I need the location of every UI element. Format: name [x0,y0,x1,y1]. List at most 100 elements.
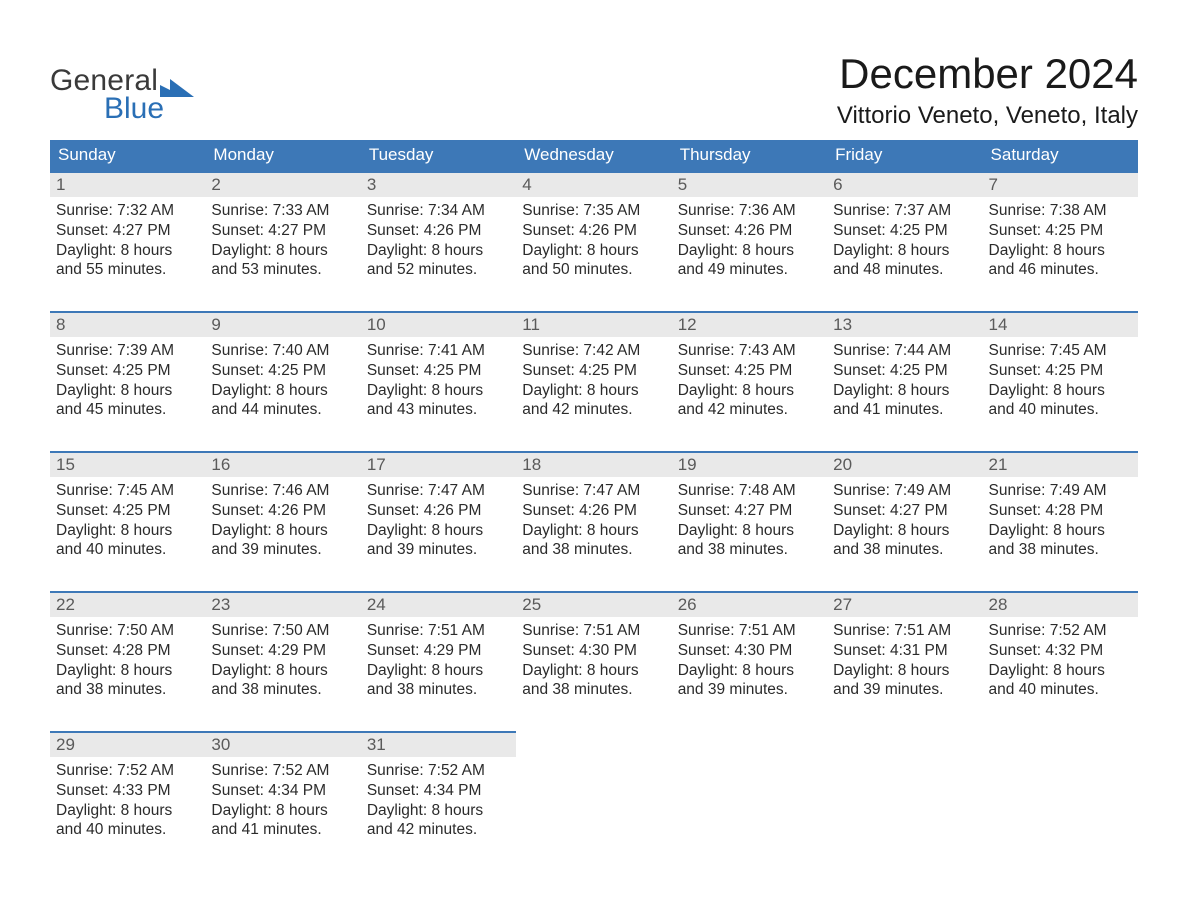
day-number: 23 [205,593,360,617]
day-number: 16 [205,453,360,477]
day-details: Sunrise: 7:45 AMSunset: 4:25 PMDaylight:… [983,337,1138,424]
day-sunrise: Sunrise: 7:32 AM [56,201,199,221]
day-sunset: Sunset: 4:25 PM [678,361,821,381]
day-sunrise: Sunrise: 7:38 AM [989,201,1132,221]
day-sunrise: Sunrise: 7:43 AM [678,341,821,361]
day-sunrise: Sunrise: 7:39 AM [56,341,199,361]
calendar-week-row: 29Sunrise: 7:52 AMSunset: 4:33 PMDayligh… [50,731,1138,871]
calendar-header-row: SundayMondayTuesdayWednesdayThursdayFrid… [50,140,1138,171]
day-header: Sunday [50,140,205,171]
day-d2: and 39 minutes. [211,540,354,560]
day-d1: Daylight: 8 hours [833,661,976,681]
day-d1: Daylight: 8 hours [367,381,510,401]
day-sunrise: Sunrise: 7:35 AM [522,201,665,221]
day-details: Sunrise: 7:33 AMSunset: 4:27 PMDaylight:… [205,197,360,284]
day-header: Monday [205,140,360,171]
day-sunrise: Sunrise: 7:50 AM [211,621,354,641]
day-number: 17 [361,453,516,477]
day-d1: Daylight: 8 hours [989,381,1132,401]
day-d1: Daylight: 8 hours [522,661,665,681]
day-sunrise: Sunrise: 7:40 AM [211,341,354,361]
day-sunrise: Sunrise: 7:44 AM [833,341,976,361]
day-sunset: Sunset: 4:27 PM [211,221,354,241]
day-sunset: Sunset: 4:27 PM [56,221,199,241]
calendar-day-cell [672,731,827,871]
day-number: 25 [516,593,671,617]
calendar-week-row: 15Sunrise: 7:45 AMSunset: 4:25 PMDayligh… [50,451,1138,591]
day-sunset: Sunset: 4:33 PM [56,781,199,801]
day-number: 24 [361,593,516,617]
day-sunset: Sunset: 4:25 PM [833,361,976,381]
calendar-day-cell: 25Sunrise: 7:51 AMSunset: 4:30 PMDayligh… [516,591,671,731]
day-cell-inner: 29Sunrise: 7:52 AMSunset: 4:33 PMDayligh… [50,731,205,844]
day-sunrise: Sunrise: 7:33 AM [211,201,354,221]
day-sunrise: Sunrise: 7:37 AM [833,201,976,221]
day-cell-inner: 1Sunrise: 7:32 AMSunset: 4:27 PMDaylight… [50,171,205,284]
day-details: Sunrise: 7:39 AMSunset: 4:25 PMDaylight:… [50,337,205,424]
day-number: 12 [672,313,827,337]
day-cell-inner: 4Sunrise: 7:35 AMSunset: 4:26 PMDaylight… [516,171,671,284]
day-sunrise: Sunrise: 7:52 AM [56,761,199,781]
day-d1: Daylight: 8 hours [989,241,1132,261]
day-d1: Daylight: 8 hours [833,381,976,401]
day-cell-inner: 31Sunrise: 7:52 AMSunset: 4:34 PMDayligh… [361,731,516,844]
day-d2: and 39 minutes. [833,680,976,700]
day-d1: Daylight: 8 hours [522,521,665,541]
day-details: Sunrise: 7:50 AMSunset: 4:29 PMDaylight:… [205,617,360,704]
day-d1: Daylight: 8 hours [989,521,1132,541]
day-details: Sunrise: 7:42 AMSunset: 4:25 PMDaylight:… [516,337,671,424]
calendar-day-cell: 24Sunrise: 7:51 AMSunset: 4:29 PMDayligh… [361,591,516,731]
calendar-day-cell: 6Sunrise: 7:37 AMSunset: 4:25 PMDaylight… [827,171,982,311]
day-cell-inner: 12 Sunrise: 7:43 AMSunset: 4:25 PMDayligh… [672,311,827,424]
day-details: Sunrise: 7:45 AMSunset: 4:25 PMDaylight:… [50,477,205,564]
calendar-day-cell: 17Sunrise: 7:47 AMSunset: 4:26 PMDayligh… [361,451,516,591]
day-d1: Daylight: 8 hours [989,661,1132,681]
day-cell-inner: 30Sunrise: 7:52 AMSunset: 4:34 PMDayligh… [205,731,360,844]
page-title: December 2024 [837,50,1138,98]
day-sunset: Sunset: 4:25 PM [56,501,199,521]
day-d2: and 55 minutes. [56,260,199,280]
day-sunrise: Sunrise: 7:45 AM [56,481,199,501]
day-d2: and 41 minutes. [211,820,354,840]
day-sunrise: Sunrise: 7:49 AM [833,481,976,501]
day-number: 19 [672,453,827,477]
day-cell-inner: 15Sunrise: 7:45 AMSunset: 4:25 PMDayligh… [50,451,205,564]
day-details: Sunrise: 7:51 AMSunset: 4:31 PMDaylight:… [827,617,982,704]
day-sunrise: Sunrise: 7:36 AM [678,201,821,221]
day-number: 31 [361,733,516,757]
day-d2: and 38 minutes. [522,540,665,560]
logo: General Blue [50,64,194,126]
day-sunrise: Sunrise: 7:51 AM [367,621,510,641]
day-header: Wednesday [516,140,671,171]
day-cell-inner: 26Sunrise: 7:51 AMSunset: 4:30 PMDayligh… [672,591,827,704]
day-number: 1 [50,173,205,197]
day-details: Sunrise: 7:48 AMSunset: 4:27 PMDaylight:… [672,477,827,564]
day-sunrise: Sunrise: 7:52 AM [367,761,510,781]
day-d1: Daylight: 8 hours [678,381,821,401]
day-d1: Daylight: 8 hours [56,661,199,681]
day-cell-inner: 2Sunrise: 7:33 AMSunset: 4:27 PMDaylight… [205,171,360,284]
day-sunset: Sunset: 4:31 PM [833,641,976,661]
day-number: 6 [827,173,982,197]
day-d2: and 39 minutes. [367,540,510,560]
day-details: Sunrise: 7:44 AMSunset: 4:25 PMDaylight:… [827,337,982,424]
day-sunset: Sunset: 4:25 PM [211,361,354,381]
day-sunrise: Sunrise: 7:52 AM [989,621,1132,641]
day-details: Sunrise: 7:47 AMSunset: 4:26 PMDaylight:… [516,477,671,564]
page-header: General Blue December 2024 Vittorio Vene… [50,50,1138,130]
day-sunrise: Sunrise: 7:41 AM [367,341,510,361]
day-cell-inner: 19Sunrise: 7:48 AMSunset: 4:27 PMDayligh… [672,451,827,564]
day-sunset: Sunset: 4:25 PM [989,361,1132,381]
calendar-day-cell [827,731,982,871]
day-d2: and 40 minutes. [56,540,199,560]
day-sunset: Sunset: 4:25 PM [367,361,510,381]
day-details: Sunrise: 7:36 AMSunset: 4:26 PMDaylight:… [672,197,827,284]
day-details: Sunrise: 7:38 AMSunset: 4:25 PMDaylight:… [983,197,1138,284]
day-d1: Daylight: 8 hours [56,381,199,401]
day-d1: Daylight: 8 hours [211,381,354,401]
day-sunset: Sunset: 4:26 PM [367,221,510,241]
day-d2: and 45 minutes. [56,400,199,420]
calendar-day-cell: 13Sunrise: 7:44 AMSunset: 4:25 PMDayligh… [827,311,982,451]
calendar-day-cell: 16Sunrise: 7:46 AMSunset: 4:26 PMDayligh… [205,451,360,591]
day-d1: Daylight: 8 hours [211,241,354,261]
